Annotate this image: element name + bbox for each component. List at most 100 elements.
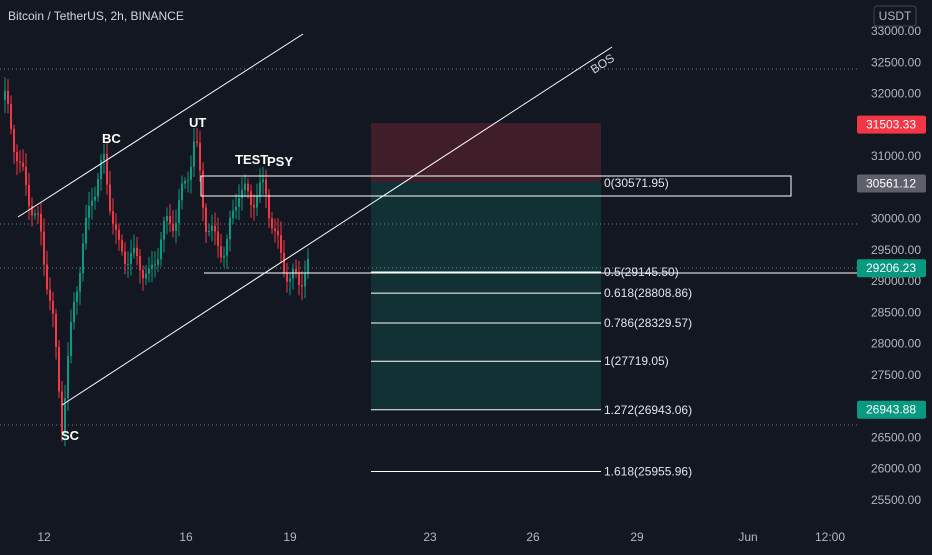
time-tick-label: 23 [423, 530, 437, 544]
candle-body [34, 213, 36, 216]
candle-body [304, 273, 306, 287]
candle-body [61, 391, 63, 433]
candle-body [19, 161, 21, 163]
candle-body [136, 247, 138, 257]
candle-body [127, 263, 129, 265]
candle-body [175, 222, 177, 232]
candle-body [241, 189, 243, 199]
fib-level-label: 1.618(25955.96) [604, 464, 692, 478]
price-tag [857, 400, 926, 419]
candle-body [31, 205, 33, 216]
time-tick-label: Jun [738, 530, 757, 544]
candle-body [139, 256, 141, 271]
price-tick-label: 32000.00 [871, 87, 921, 101]
candle-body [181, 183, 183, 201]
time-axis[interactable]: 12 16 19 23 26 29 Jun 12:00 [37, 530, 845, 544]
candle-body [208, 231, 210, 233]
currency-button[interactable] [873, 5, 917, 27]
candle-body [172, 223, 174, 232]
price-tag [857, 115, 926, 134]
order-block-rectangle[interactable] [200, 175, 792, 197]
candle-body [283, 252, 285, 274]
annotation-bc: BC [102, 131, 121, 146]
channel-lower-line[interactable] [61, 46, 613, 406]
time-tick-label: 26 [526, 530, 540, 544]
candle-body [184, 180, 186, 184]
time-tick-label: 29 [630, 530, 644, 544]
annotation-test: TEST [235, 152, 268, 167]
candle-body [70, 322, 72, 356]
candle-body [220, 246, 222, 258]
annotation-sc: SC [61, 428, 80, 443]
candle-body [22, 162, 24, 167]
candle-body [85, 217, 87, 244]
candle-body [265, 179, 267, 195]
price-tick-label: 29000.00 [871, 274, 921, 288]
fib-level-label: 1(27719.05) [604, 354, 669, 368]
price-tag [857, 174, 926, 193]
candle-body [124, 251, 126, 265]
price-tick-label: 33000.00 [871, 24, 921, 38]
take-profit-zone[interactable] [371, 182, 601, 409]
candle-body [121, 239, 123, 252]
candle-body [106, 153, 108, 185]
price-tick-label: 31000.00 [871, 149, 921, 163]
candle-body [46, 264, 48, 290]
candle-body [118, 229, 120, 240]
candle-body [148, 268, 150, 274]
candle-body [58, 347, 60, 392]
candle-body [73, 301, 75, 323]
candle-body [4, 90, 6, 100]
annotation-psy: PSY [267, 154, 293, 169]
price-tag [857, 259, 926, 278]
candle-body [214, 225, 216, 232]
candle-body [250, 191, 252, 205]
candle-body [100, 160, 102, 180]
candle-body [223, 255, 225, 258]
candle-body [247, 183, 249, 192]
fib-extension[interactable]: 0(30571.95) 0.5(29145.50) 0.618(28808.86) 0… [371, 176, 692, 479]
candle-body [187, 179, 189, 181]
candle-body [217, 231, 219, 247]
price-tag-label: 30561.12 [866, 177, 916, 191]
candle-body [82, 243, 84, 274]
candle-body [52, 300, 54, 314]
candle-body [103, 153, 105, 161]
price-tags: 31503.33 30561.12 29206.23 26943.88 [857, 115, 926, 419]
candle-body [199, 142, 201, 171]
candle-body [271, 218, 273, 229]
time-tick-label: 16 [179, 530, 193, 544]
candles-group [4, 77, 309, 447]
candle-body [178, 200, 180, 223]
candle-body [145, 273, 147, 279]
stop-loss-zone[interactable] [371, 123, 601, 182]
price-tick-label: 30000.00 [871, 212, 921, 226]
candle-body [151, 264, 153, 269]
candle-body [7, 90, 9, 104]
price-tag-label: 31503.33 [866, 118, 916, 132]
candle-body [292, 269, 294, 279]
candle-body [40, 213, 42, 232]
candle-body [244, 183, 246, 190]
candle-body [205, 207, 207, 233]
candle-body [79, 273, 81, 292]
candle-body [226, 239, 228, 256]
candle-body [190, 166, 192, 180]
candle-body [76, 291, 78, 302]
candle-body [268, 194, 270, 219]
candle-body [259, 182, 261, 197]
candle-body [307, 258, 309, 274]
candle-body [253, 204, 255, 208]
candle-body [301, 285, 303, 287]
channel-upper-line[interactable] [17, 33, 304, 218]
candle-body [229, 217, 231, 240]
price-tick-label: 26500.00 [871, 430, 921, 444]
price-tag-label: 29206.23 [866, 261, 916, 275]
candle-body [166, 215, 168, 222]
candle-body [211, 225, 213, 232]
candle-body [133, 247, 135, 254]
price-tick-label: 32500.00 [871, 55, 921, 69]
candle-body [202, 170, 204, 208]
